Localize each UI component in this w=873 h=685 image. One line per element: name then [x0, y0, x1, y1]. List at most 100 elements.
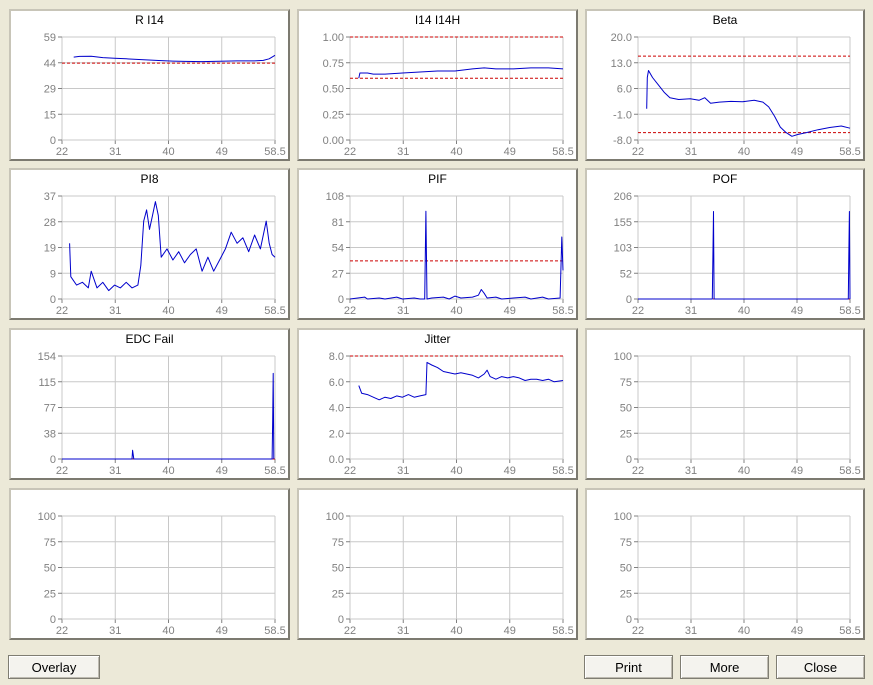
x-tick-label: 31	[685, 146, 697, 158]
y-tick-label: 54	[332, 243, 344, 255]
close-button[interactable]: Close	[776, 655, 865, 679]
y-tick-label: 29	[44, 84, 56, 96]
chart-svg: Beta 22 31 40 49 58.5 -8.0 -1.0 6.0 13.0 20.0	[611, 13, 861, 158]
x-tick-label: 49	[791, 146, 803, 158]
series-line	[349, 210, 564, 300]
y-tick-label: 75	[620, 377, 632, 389]
chart-title: I14 I14H	[415, 13, 460, 27]
x-tick-label: 22	[344, 625, 356, 637]
y-tick-label: 20.0	[611, 32, 632, 44]
x-tick-label: 22	[632, 305, 644, 317]
chart-svg: PI8 22 31 40 49 58.5 0 9 19 28 37	[44, 172, 286, 317]
x-tick-label: 58.5	[264, 305, 285, 317]
x-tick-label: 58.5	[552, 465, 573, 477]
y-tick-label: 103	[614, 243, 632, 255]
chart-svg: POF 22 31 40 49 58.5 0 52 103 155 206	[614, 172, 861, 317]
y-tick-label: 1.00	[323, 32, 344, 44]
more-button[interactable]: More	[680, 655, 769, 679]
y-tick-label: 27	[332, 268, 344, 280]
y-tick-label: 0	[338, 294, 344, 306]
y-tick-label: -8.0	[613, 135, 632, 147]
x-tick-label: 22	[344, 146, 356, 158]
x-tick-label: 40	[450, 625, 462, 637]
x-tick-label: 49	[504, 305, 516, 317]
y-tick-label: 75	[620, 537, 632, 549]
x-tick-label: 40	[738, 465, 750, 477]
y-tick-label: 50	[332, 563, 344, 575]
y-tick-label: 50	[620, 403, 632, 415]
x-tick-label: 58.5	[552, 305, 573, 317]
chart-svg: PIF 22 31 40 49 58.5 0 27 54 81 108	[326, 172, 574, 317]
y-tick-label: 0	[50, 454, 56, 466]
y-tick-label: 0	[50, 614, 56, 626]
y-tick-label: 100	[38, 511, 56, 523]
chart-panel-4: PI8 22 31 40 49 58.5 0 9 19 28 37	[9, 168, 290, 320]
y-tick-label: 77	[44, 403, 56, 415]
series-line	[358, 361, 564, 401]
x-tick-label: 31	[685, 465, 697, 477]
x-tick-label: 49	[791, 305, 803, 317]
y-tick-label: 75	[332, 537, 344, 549]
chart-panel-2: I14 I14H 22 31 40 49 58.5 0.00 0.25 0.50 0.75 1.00	[297, 9, 578, 161]
x-tick-label: 49	[504, 625, 516, 637]
y-tick-label: 9	[50, 268, 56, 280]
x-tick-label: 22	[56, 305, 68, 317]
x-tick-label: 31	[109, 305, 121, 317]
y-tick-label: 0	[626, 614, 632, 626]
x-tick-label: 40	[450, 146, 462, 158]
chart-svg: I14 I14H 22 31 40 49 58.5 0.00 0.25 0.50 0.75 1.00	[323, 13, 574, 158]
y-tick-label: 52	[620, 268, 632, 280]
chart-panel-3: Beta 22 31 40 49 58.5 -8.0 -1.0 6.0 13.0 20.0	[585, 9, 865, 161]
x-tick-label: 31	[397, 465, 409, 477]
series-line	[62, 372, 275, 460]
chart-title: R I14	[135, 13, 164, 27]
overlay-button[interactable]: Overlay	[8, 655, 100, 679]
y-tick-label: 19	[44, 243, 56, 255]
x-tick-label: 22	[632, 625, 644, 637]
x-tick-label: 49	[216, 146, 228, 158]
x-tick-label: 58.5	[264, 146, 285, 158]
y-tick-label: 100	[614, 351, 632, 363]
chart-title: EDC Fail	[125, 332, 173, 346]
chart-svg: R I14 22 31 40 49 58.5 0 15 29 44 59	[44, 13, 286, 158]
y-tick-label: 0	[626, 454, 632, 466]
y-tick-label: 0	[50, 294, 56, 306]
y-tick-label: 0	[626, 294, 632, 306]
series-line	[73, 54, 276, 63]
chart-svg: EDC Fail 22 31 40 49 58.5 0 38 77 115 154	[38, 332, 286, 477]
x-tick-label: 49	[216, 465, 228, 477]
x-tick-label: 49	[504, 146, 516, 158]
x-tick-label: 31	[397, 146, 409, 158]
chart-title: PI8	[140, 172, 158, 186]
x-tick-label: 49	[791, 465, 803, 477]
y-tick-label: 81	[332, 217, 344, 229]
print-button[interactable]: Print	[584, 655, 673, 679]
x-tick-label: 58.5	[839, 305, 860, 317]
x-tick-label: 22	[56, 625, 68, 637]
y-tick-label: 38	[44, 428, 56, 440]
chart-panel-9: 22 31 40 49 58.5 0 25 50 75 100	[585, 328, 865, 480]
y-tick-label: 28	[44, 217, 56, 229]
x-tick-label: 31	[397, 625, 409, 637]
x-tick-label: 49	[504, 465, 516, 477]
series-line	[638, 211, 851, 300]
y-tick-label: 115	[38, 377, 56, 389]
chart-title: Jitter	[424, 332, 450, 346]
x-tick-label: 22	[632, 465, 644, 477]
x-tick-label: 22	[56, 146, 68, 158]
chart-panel-10: 22 31 40 49 58.5 0 25 50 75 100	[9, 488, 290, 640]
chart-panel-12: 22 31 40 49 58.5 0 25 50 75 100	[585, 488, 865, 640]
chart-svg: Jitter 22 31 40 49 58.5 0.0 2.0 4.0 6.0 8.0	[329, 332, 574, 477]
x-tick-label: 40	[738, 146, 750, 158]
x-tick-label: 49	[216, 625, 228, 637]
y-tick-label: 50	[44, 563, 56, 575]
y-tick-label: 25	[620, 588, 632, 600]
y-tick-label: 0.00	[323, 135, 344, 147]
x-tick-label: 31	[109, 465, 121, 477]
y-tick-label: 0	[50, 135, 56, 147]
chart-panel-8: Jitter 22 31 40 49 58.5 0.0 2.0 4.0 6.0 8.0	[297, 328, 578, 480]
x-tick-label: 22	[56, 465, 68, 477]
x-tick-label: 22	[632, 146, 644, 158]
x-tick-label: 40	[162, 146, 174, 158]
y-tick-label: 75	[44, 537, 56, 549]
